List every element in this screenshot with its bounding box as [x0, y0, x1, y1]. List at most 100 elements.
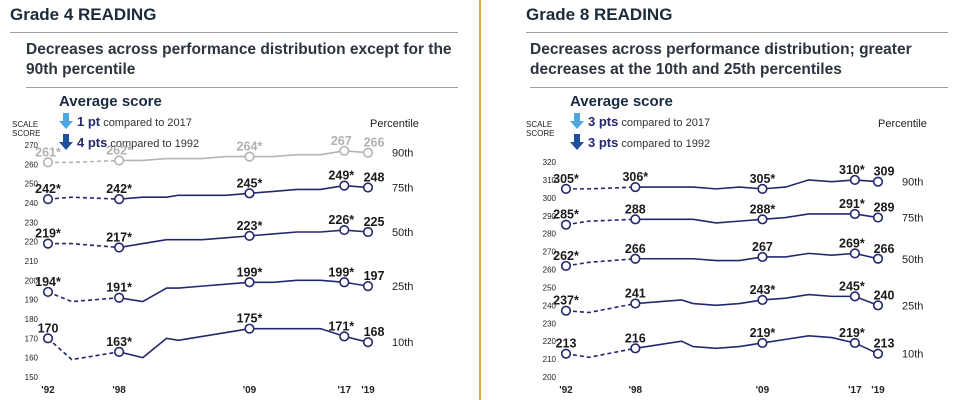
- data-label: 237*: [553, 294, 579, 308]
- data-point: [849, 248, 860, 259]
- y-tick-label: 240: [25, 199, 39, 208]
- series-line: [119, 149, 369, 162]
- panel-divider: [479, 0, 481, 400]
- series-line-dashed: [565, 218, 636, 226]
- data-label: 199*: [237, 265, 263, 279]
- percentile-header: Percentile: [370, 118, 419, 130]
- data-label: 310*: [839, 163, 865, 177]
- grade8-panel: Grade 8 READING Decreases across perform…: [490, 0, 960, 400]
- percentile-label: 90th: [902, 177, 923, 189]
- y-tick-label: 260: [543, 266, 557, 275]
- data-label: 267: [331, 134, 352, 148]
- avg-change-1992: 4 pts compared to 1992: [59, 134, 199, 150]
- data-point: [849, 174, 860, 186]
- series-line-dashed: [47, 196, 120, 200]
- data-label: 245*: [839, 279, 865, 293]
- y-tick-label: 300: [543, 194, 557, 203]
- data-point: [560, 260, 572, 272]
- data-label: 213: [874, 337, 895, 351]
- percentile-label: 10th: [392, 337, 413, 349]
- data-point: [872, 212, 884, 223]
- data-point: [339, 145, 350, 156]
- y-tick-label: 250: [543, 283, 557, 292]
- x-tick-label: '98: [629, 385, 643, 396]
- y-tick-label: 260: [25, 160, 39, 169]
- data-point: [42, 157, 54, 168]
- data-point: [872, 348, 884, 359]
- data-point: [114, 155, 125, 166]
- data-label: 266: [625, 242, 646, 256]
- subtitle-rule: [26, 87, 458, 88]
- data-point: [362, 226, 374, 238]
- scale-label-line1: SCALE: [12, 120, 39, 129]
- y-tick-label: 270: [25, 141, 39, 150]
- data-point: [757, 294, 768, 306]
- avg-change-2017: 3 pts compared to 2017: [570, 113, 710, 129]
- data-label: 163*: [106, 335, 132, 349]
- data-point: [757, 183, 768, 194]
- data-point: [114, 194, 125, 205]
- data-label: 197: [364, 269, 385, 283]
- data-label: 241: [625, 287, 646, 301]
- data-point: [114, 292, 125, 303]
- series-line: [118, 279, 369, 303]
- series-line-dashed: [47, 337, 120, 361]
- panel-subtitle: Decreases across performance distributio…: [530, 41, 912, 78]
- y-tick-label: 170: [25, 334, 39, 343]
- data-point: [42, 238, 54, 249]
- data-label: 291*: [839, 197, 865, 211]
- data-point: [630, 343, 641, 354]
- data-point: [560, 183, 572, 194]
- data-point: [114, 242, 125, 253]
- pts-1992: 3 pts: [588, 135, 619, 150]
- data-point: [849, 291, 860, 302]
- data-label: 248: [364, 171, 385, 185]
- data-label: 305*: [750, 172, 776, 186]
- data-point: [42, 333, 54, 344]
- percentile-label: 75th: [902, 213, 923, 225]
- scale-score-label: SCALE SCORE: [12, 120, 40, 138]
- compared-2017: compared to 2017: [621, 117, 711, 129]
- data-point: [872, 176, 884, 187]
- data-point: [244, 230, 255, 241]
- compared-2017: compared to 2017: [103, 117, 192, 129]
- compared-1992: compared to 1992: [110, 138, 200, 150]
- series-line-dashed: [47, 291, 120, 303]
- compared-1992: compared to 1992: [621, 138, 711, 150]
- y-tick-label: 210: [543, 355, 557, 364]
- y-tick-label: 290: [543, 212, 557, 221]
- data-label: 225: [364, 215, 385, 229]
- data-label: 168: [364, 325, 385, 339]
- percentile-label: 90th: [392, 148, 413, 160]
- y-tick-label: 160: [25, 354, 39, 363]
- percentile-label: 25th: [392, 281, 413, 293]
- series-line: [118, 229, 369, 249]
- data-label: 199*: [328, 265, 354, 279]
- data-point: [630, 181, 641, 193]
- data-point: [362, 281, 374, 292]
- data-point: [849, 337, 860, 349]
- data-label: 226*: [328, 213, 354, 227]
- y-tick-label: 220: [543, 337, 557, 346]
- pts-2017: 3 pts: [588, 114, 619, 129]
- title-rule: [526, 32, 948, 33]
- x-tick-label: '19: [361, 385, 375, 396]
- x-tick-label: '19: [871, 385, 885, 396]
- data-label: 223*: [237, 219, 263, 233]
- data-point: [339, 224, 350, 236]
- percentile-header: Percentile: [878, 118, 927, 130]
- data-label: 240: [874, 288, 895, 302]
- data-point: [114, 346, 125, 357]
- data-point: [872, 253, 884, 264]
- y-tick-label: 270: [543, 248, 557, 257]
- average-score-title: Average score: [570, 93, 673, 110]
- data-point: [849, 208, 860, 220]
- data-point: [757, 337, 768, 349]
- data-point: [244, 323, 255, 334]
- series-line-dashed: [565, 302, 636, 314]
- percentile-label: 50th: [392, 227, 413, 239]
- data-point: [339, 331, 350, 342]
- data-label: 285*: [553, 208, 579, 222]
- panel-title: Grade 8 READING: [526, 5, 673, 24]
- down-arrow-dark-icon: [570, 134, 584, 150]
